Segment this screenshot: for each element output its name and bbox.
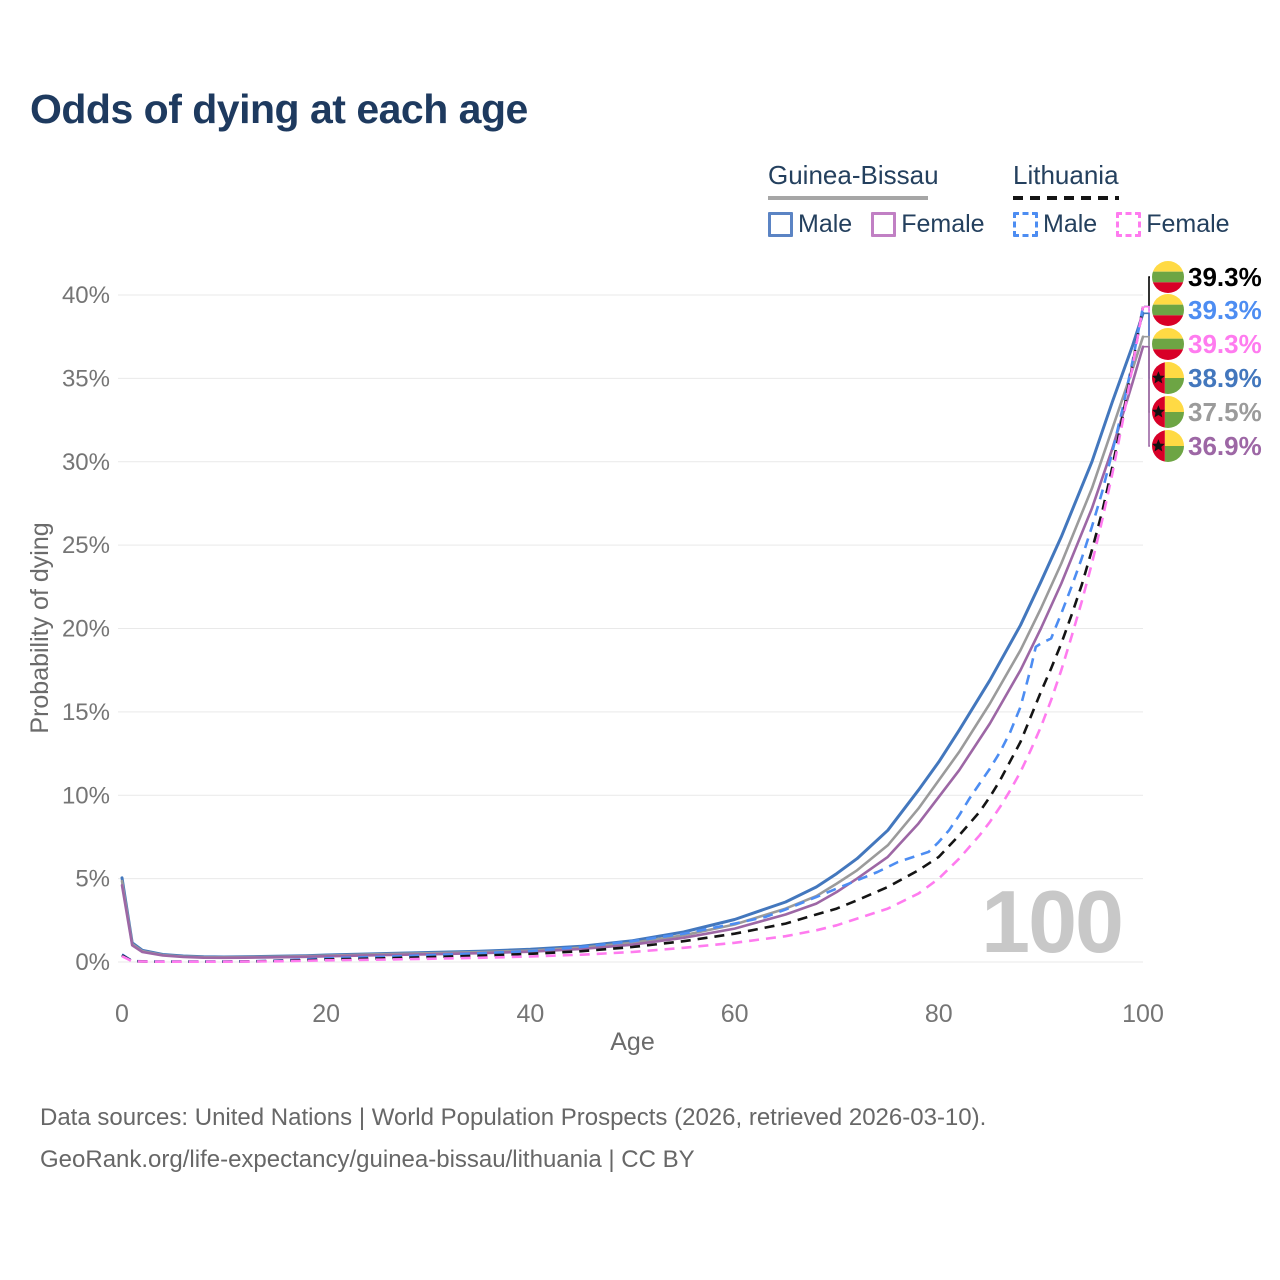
series-line-gb_total xyxy=(120,335,1145,959)
end-label-value-gb_male: 38.9% xyxy=(1188,363,1262,393)
end-label-value-lt_male: 39.3% xyxy=(1188,295,1262,325)
series-line-gb_male xyxy=(120,311,1145,959)
y-tick-label: 10% xyxy=(62,782,110,809)
y-tick-label: 40% xyxy=(62,282,110,309)
flag-icon-lithuania xyxy=(1152,261,1184,293)
legend-item-gb-female[interactable]: Female xyxy=(871,210,985,238)
legend-swatch-lt-male[interactable] xyxy=(1013,211,1038,237)
flag-icon-lithuania xyxy=(1152,294,1184,326)
legend-item-gb-male[interactable]: Male xyxy=(768,211,852,237)
legend-swatch-gb-female[interactable] xyxy=(871,211,897,237)
age-counter-watermark: 100 xyxy=(981,872,1122,971)
legend-label-lt-male: Male xyxy=(1043,210,1098,238)
legend-country-lithuania: Lithuania xyxy=(1013,160,1119,190)
legend-country-guinea-bissau: Guinea-Bissau xyxy=(768,160,939,190)
attribution-line: GeoRank.org/life-expectancy/guinea-bissa… xyxy=(40,1146,695,1173)
legend-line-sample-solid xyxy=(768,196,928,200)
y-tick-label: 0% xyxy=(75,949,110,976)
legend-swatch-gb-male[interactable] xyxy=(768,211,793,237)
legend-group-guinea-bissau: Guinea-Bissau Male Female xyxy=(768,160,985,237)
series-line-gb_female xyxy=(120,345,1145,960)
y-axis-title: Probability of dying xyxy=(26,522,54,733)
series-line-lt_male xyxy=(121,306,1145,963)
legend-label-gb-male: Male xyxy=(798,210,853,238)
legend-item-lt-female[interactable]: Female xyxy=(1116,210,1230,238)
series-line-lt_female xyxy=(121,306,1145,964)
y-tick-label: 25% xyxy=(62,532,110,559)
end-label-value-gb_female: 36.9% xyxy=(1188,431,1262,461)
x-axis-title: Age xyxy=(610,1028,654,1056)
end-label-leader-lt_total xyxy=(1144,276,1150,308)
flag-icon-lithuania xyxy=(1152,328,1184,360)
legend-line-sample-dashed xyxy=(1013,196,1119,200)
legend-swatch-lt-female[interactable] xyxy=(1116,211,1142,237)
series-line-lt_total xyxy=(121,306,1145,964)
y-tick-label: 5% xyxy=(75,866,110,893)
x-tick-label: 20 xyxy=(312,1000,340,1028)
x-tick-label: 0 xyxy=(115,1000,129,1028)
x-tick-label: 40 xyxy=(516,1000,544,1028)
flag-icon-guinea-bissau xyxy=(1152,430,1184,462)
y-tick-label: 20% xyxy=(62,616,110,643)
legend-label-gb-female: Female xyxy=(901,210,985,238)
end-label-leader-gb_female xyxy=(1144,345,1150,447)
legend-item-lt-male[interactable]: Male xyxy=(1013,211,1097,237)
end-label-value-lt_female: 39.3% xyxy=(1188,329,1262,359)
end-label-value-gb_total: 37.5% xyxy=(1188,397,1262,427)
end-label-value-lt_total: 39.3% xyxy=(1188,262,1262,292)
legend-label-lt-female: Female xyxy=(1146,210,1230,238)
legend-group-lithuania: Lithuania Male Female xyxy=(1013,160,1230,237)
y-tick-label: 15% xyxy=(62,699,110,726)
flag-icon-guinea-bissau xyxy=(1152,362,1184,394)
x-tick-label: 80 xyxy=(925,1000,953,1028)
x-tick-label: 60 xyxy=(721,1000,749,1028)
y-tick-label: 30% xyxy=(62,449,110,476)
page-title: Odds of dying at each age xyxy=(30,86,528,132)
data-sources-line: Data sources: United Nations | World Pop… xyxy=(40,1104,987,1131)
x-tick-label: 100 xyxy=(1122,1000,1164,1028)
flag-icon-guinea-bissau xyxy=(1152,396,1184,428)
y-tick-label: 35% xyxy=(62,365,110,392)
